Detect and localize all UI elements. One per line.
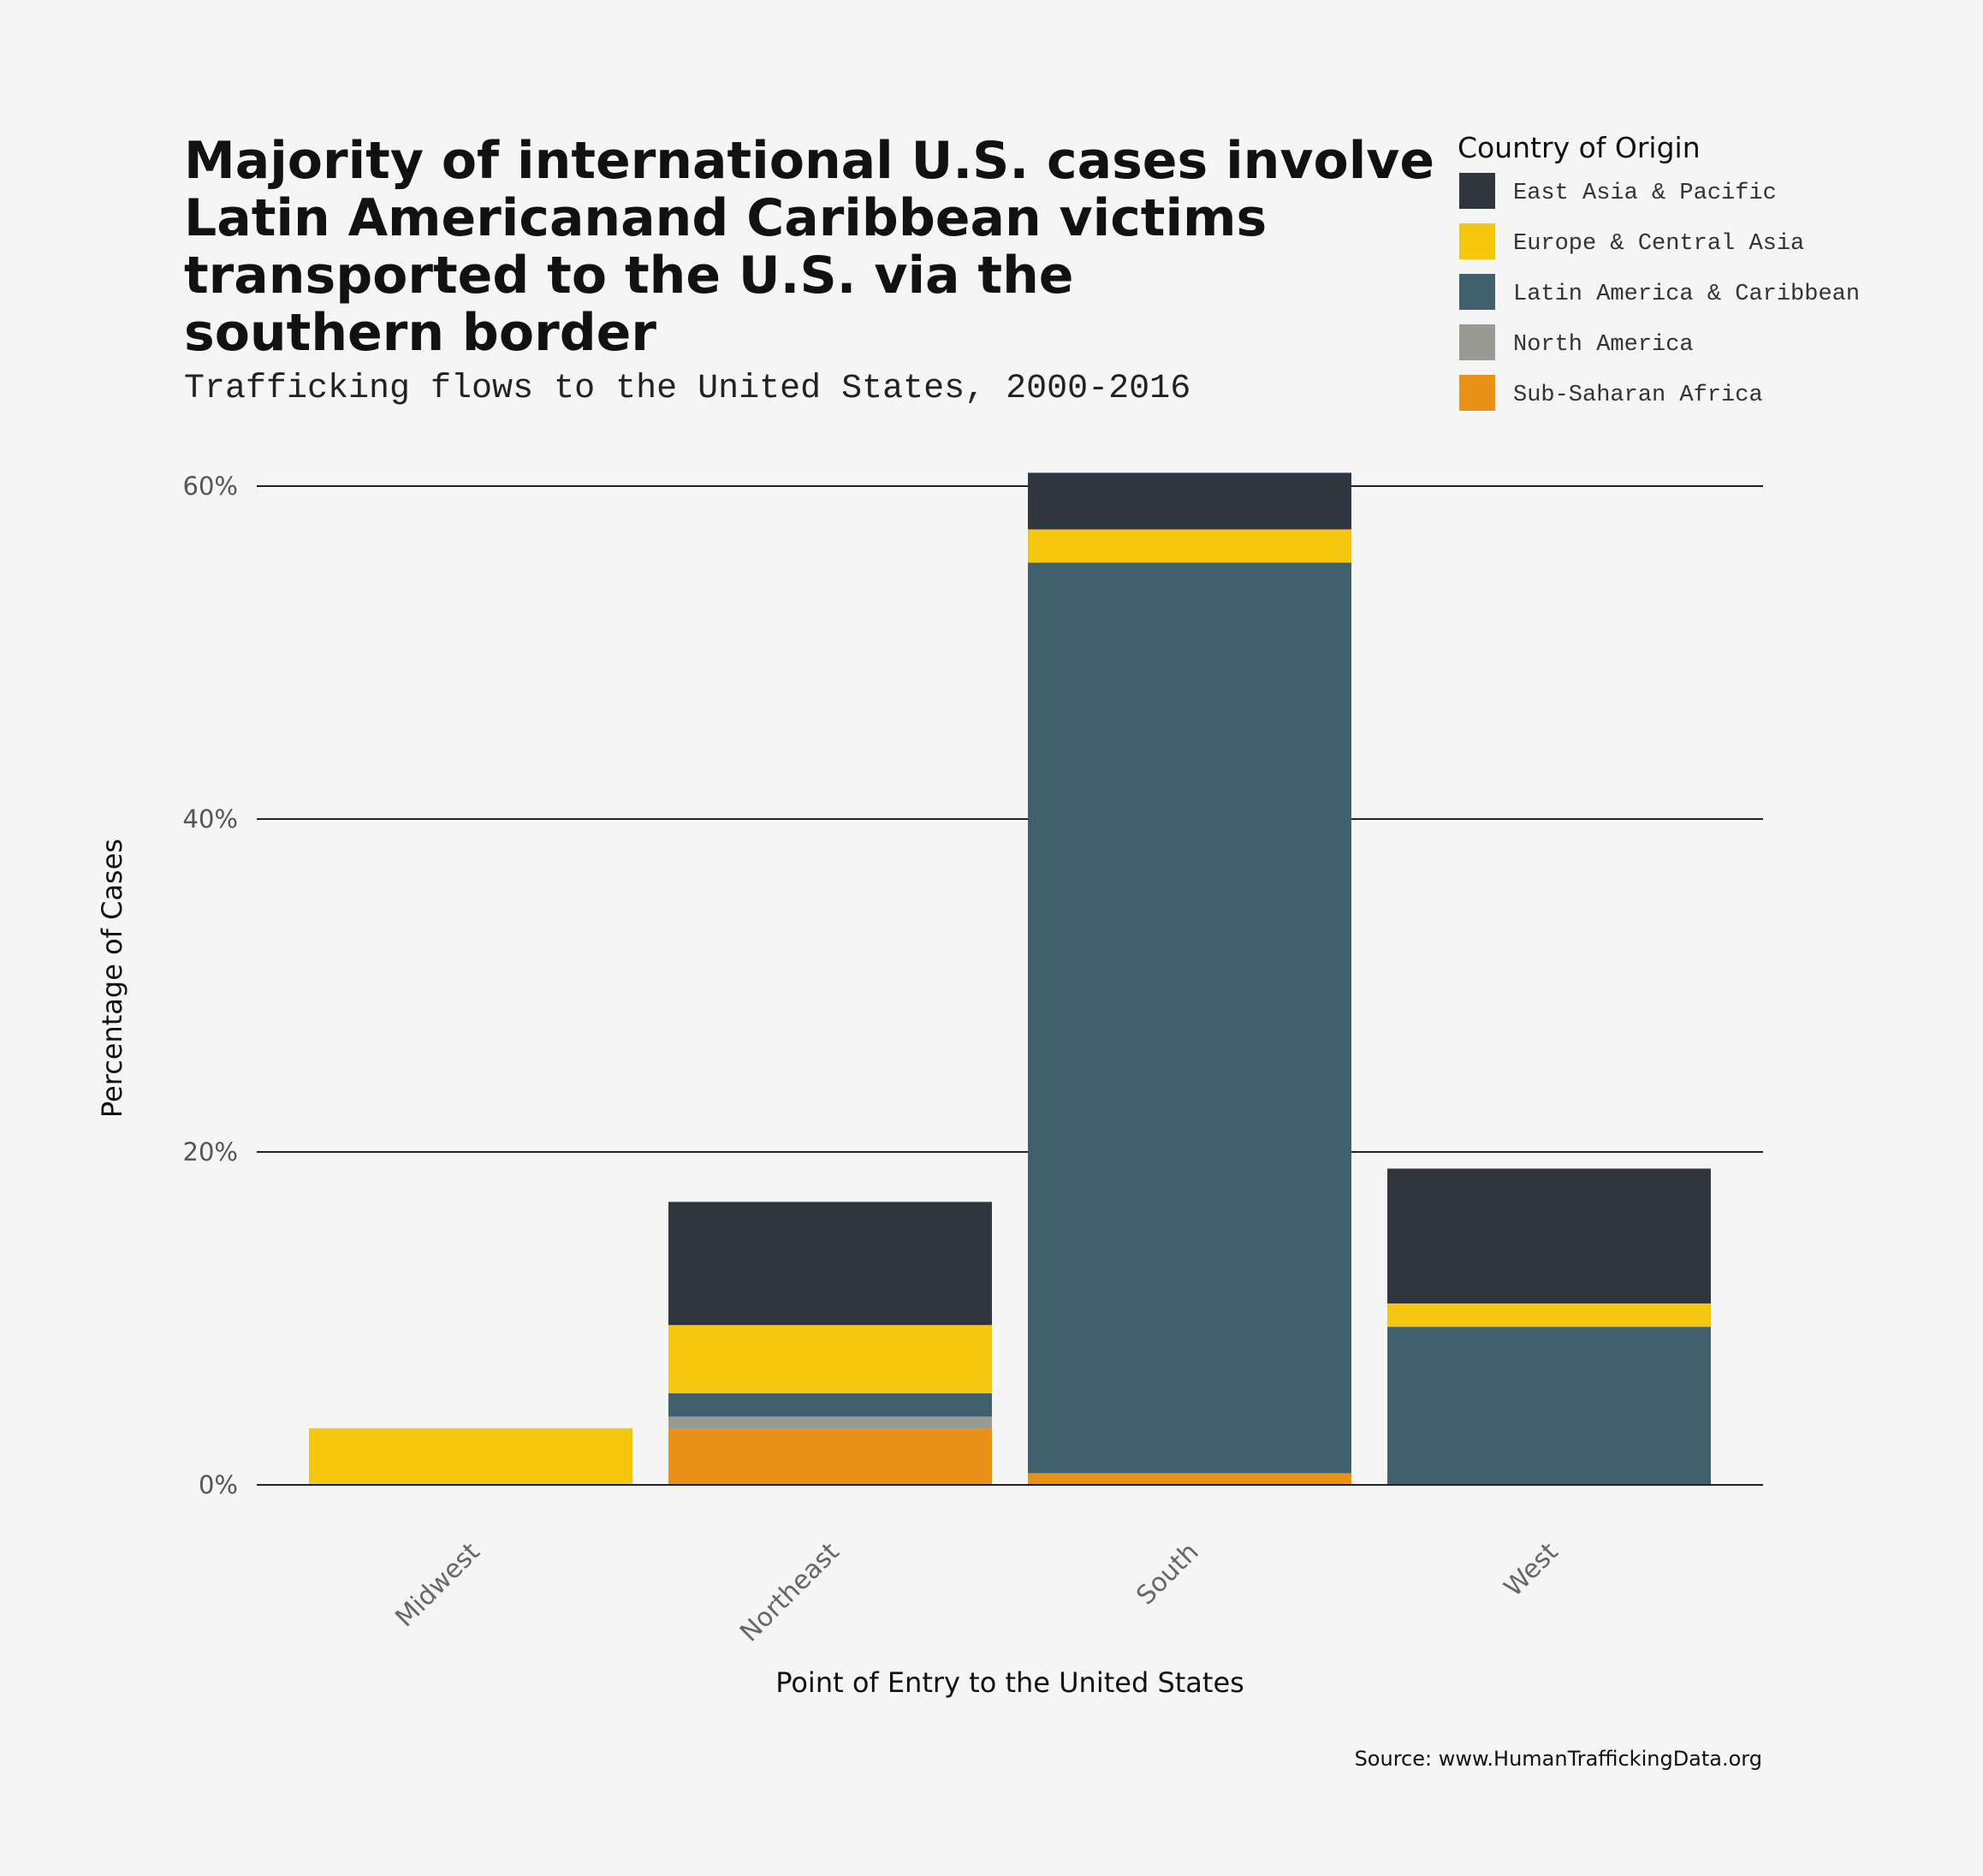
y-tick-label: 0%: [199, 1470, 238, 1499]
chart-subtitle: Trafficking flows to the United States, …: [184, 370, 1190, 408]
chart-title-line: southern border: [184, 303, 656, 363]
y-tick-label: 60%: [183, 472, 238, 501]
x-tick-label: Midwest: [389, 1537, 485, 1633]
legend-swatch: [1459, 324, 1495, 360]
bar-segment: [1028, 1473, 1351, 1485]
x-axis-title: Point of Entry to the United States: [775, 1666, 1244, 1699]
x-tick-label: South: [1131, 1537, 1204, 1611]
bar-segment: [1387, 1168, 1711, 1303]
bar-segment: [1387, 1327, 1711, 1485]
legend-swatch: [1459, 173, 1495, 209]
bar-segment: [309, 1428, 632, 1485]
bar-segment: [1028, 562, 1351, 1474]
legend-label: Sub-Saharan Africa: [1513, 383, 1763, 408]
bar-segment: [668, 1393, 992, 1417]
bar-segment: [668, 1428, 992, 1485]
legend-label: East Asia & Pacific: [1513, 181, 1777, 206]
legend-swatch: [1459, 375, 1495, 411]
bar-segment: [1028, 529, 1351, 563]
y-tick-labels: 0% 20% 40% 60%: [183, 472, 238, 1499]
x-tick-label: Northeast: [734, 1537, 846, 1648]
gridlines: [257, 485, 1763, 1153]
y-tick-label: 20%: [183, 1137, 238, 1167]
chart-title-line: transported to the U.S. via the: [184, 246, 1073, 306]
legend-label: Europe & Central Asia: [1513, 231, 1804, 257]
bar-segment: [1387, 1303, 1711, 1327]
y-axis-title: Percentage of Cases: [96, 839, 128, 1118]
legend-label: Latin America & Caribbean: [1513, 282, 1860, 307]
bar-segment: [668, 1416, 992, 1428]
chart-title-line: Majority of international U.S. cases inv…: [184, 131, 1434, 191]
legend-label: North America: [1513, 332, 1694, 358]
legend-swatch: [1459, 274, 1495, 310]
bar-segment: [1028, 472, 1351, 530]
legend: Country of Origin East Asia & Pacific Eur…: [1458, 131, 1860, 411]
x-tick-labels: Midwest Northeast South West: [389, 1537, 1564, 1648]
bar-segment: [668, 1325, 992, 1394]
x-tick-label: West: [1499, 1537, 1564, 1603]
source-note: Source: www.HumanTraffickingData.org: [1355, 1747, 1762, 1771]
chart-title-line: Latin Americanand Caribbean victims: [184, 188, 1267, 248]
bars: [309, 472, 1711, 1485]
legend-swatch: [1459, 223, 1495, 259]
y-tick-label: 40%: [183, 804, 238, 834]
bar-segment: [668, 1202, 992, 1326]
legend-title: Country of Origin: [1458, 131, 1701, 164]
chart-title: Majority of international U.S. cases inv…: [184, 131, 1434, 363]
